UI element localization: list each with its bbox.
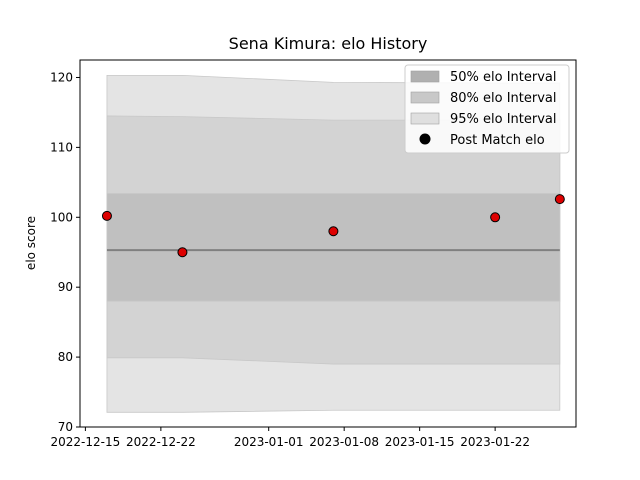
x-tick-label-2022-12-15: 2022-12-15 <box>51 435 121 449</box>
y-tick-label-70: 70 <box>58 420 73 434</box>
chart-title: Sena Kimura: elo History <box>229 34 428 53</box>
legend-label-4: Post Match elo <box>450 133 545 148</box>
y-tick-label-80: 80 <box>58 350 73 364</box>
x-tick-label-2023-01-15: 2023-01-15 <box>385 435 455 449</box>
axes: 70 80 90 100 110 120 2022-12-15 2022-12-22 2023-… <box>50 59 577 449</box>
x-tick-label-2023-01-01: 2023-01-01 <box>234 435 304 449</box>
legend-swatch-3 <box>410 112 440 125</box>
plot-area <box>101 74 565 413</box>
y-axis-label: elo score <box>24 216 38 270</box>
post-match-point-1 <box>101 210 112 221</box>
x-tick-label-2023-01-22: 2023-01-22 <box>460 435 530 449</box>
legend-label-2: 80% elo Interval <box>450 91 557 106</box>
legend-box <box>404 64 570 154</box>
post-match-point-5 <box>554 194 565 205</box>
legend: 50% elo Interval 80% elo Interval 95% elo … <box>404 64 570 154</box>
post-match-point-4 <box>490 212 501 223</box>
x-tick-label-2022-12-22: 2022-12-22 <box>126 435 196 449</box>
x-tick-label-2023-01-08: 2023-01-08 <box>309 435 379 449</box>
band-3 <box>106 193 561 302</box>
legend-marker-4 <box>419 133 431 145</box>
legend-label-1: 50% elo Interval <box>450 70 557 85</box>
y-tick-label-90: 90 <box>58 280 73 294</box>
legend-label-3: 95% elo Interval <box>450 112 557 127</box>
post-match-point-2 <box>177 247 188 258</box>
legend-swatch-2 <box>410 91 440 104</box>
y-tick-label-110: 110 <box>50 140 73 154</box>
legend-swatch-1 <box>410 70 440 83</box>
y-tick-label-100: 100 <box>50 210 73 224</box>
post-match-point-3 <box>328 226 339 237</box>
y-tick-label-120: 120 <box>50 70 73 84</box>
axes-frame <box>79 59 577 428</box>
